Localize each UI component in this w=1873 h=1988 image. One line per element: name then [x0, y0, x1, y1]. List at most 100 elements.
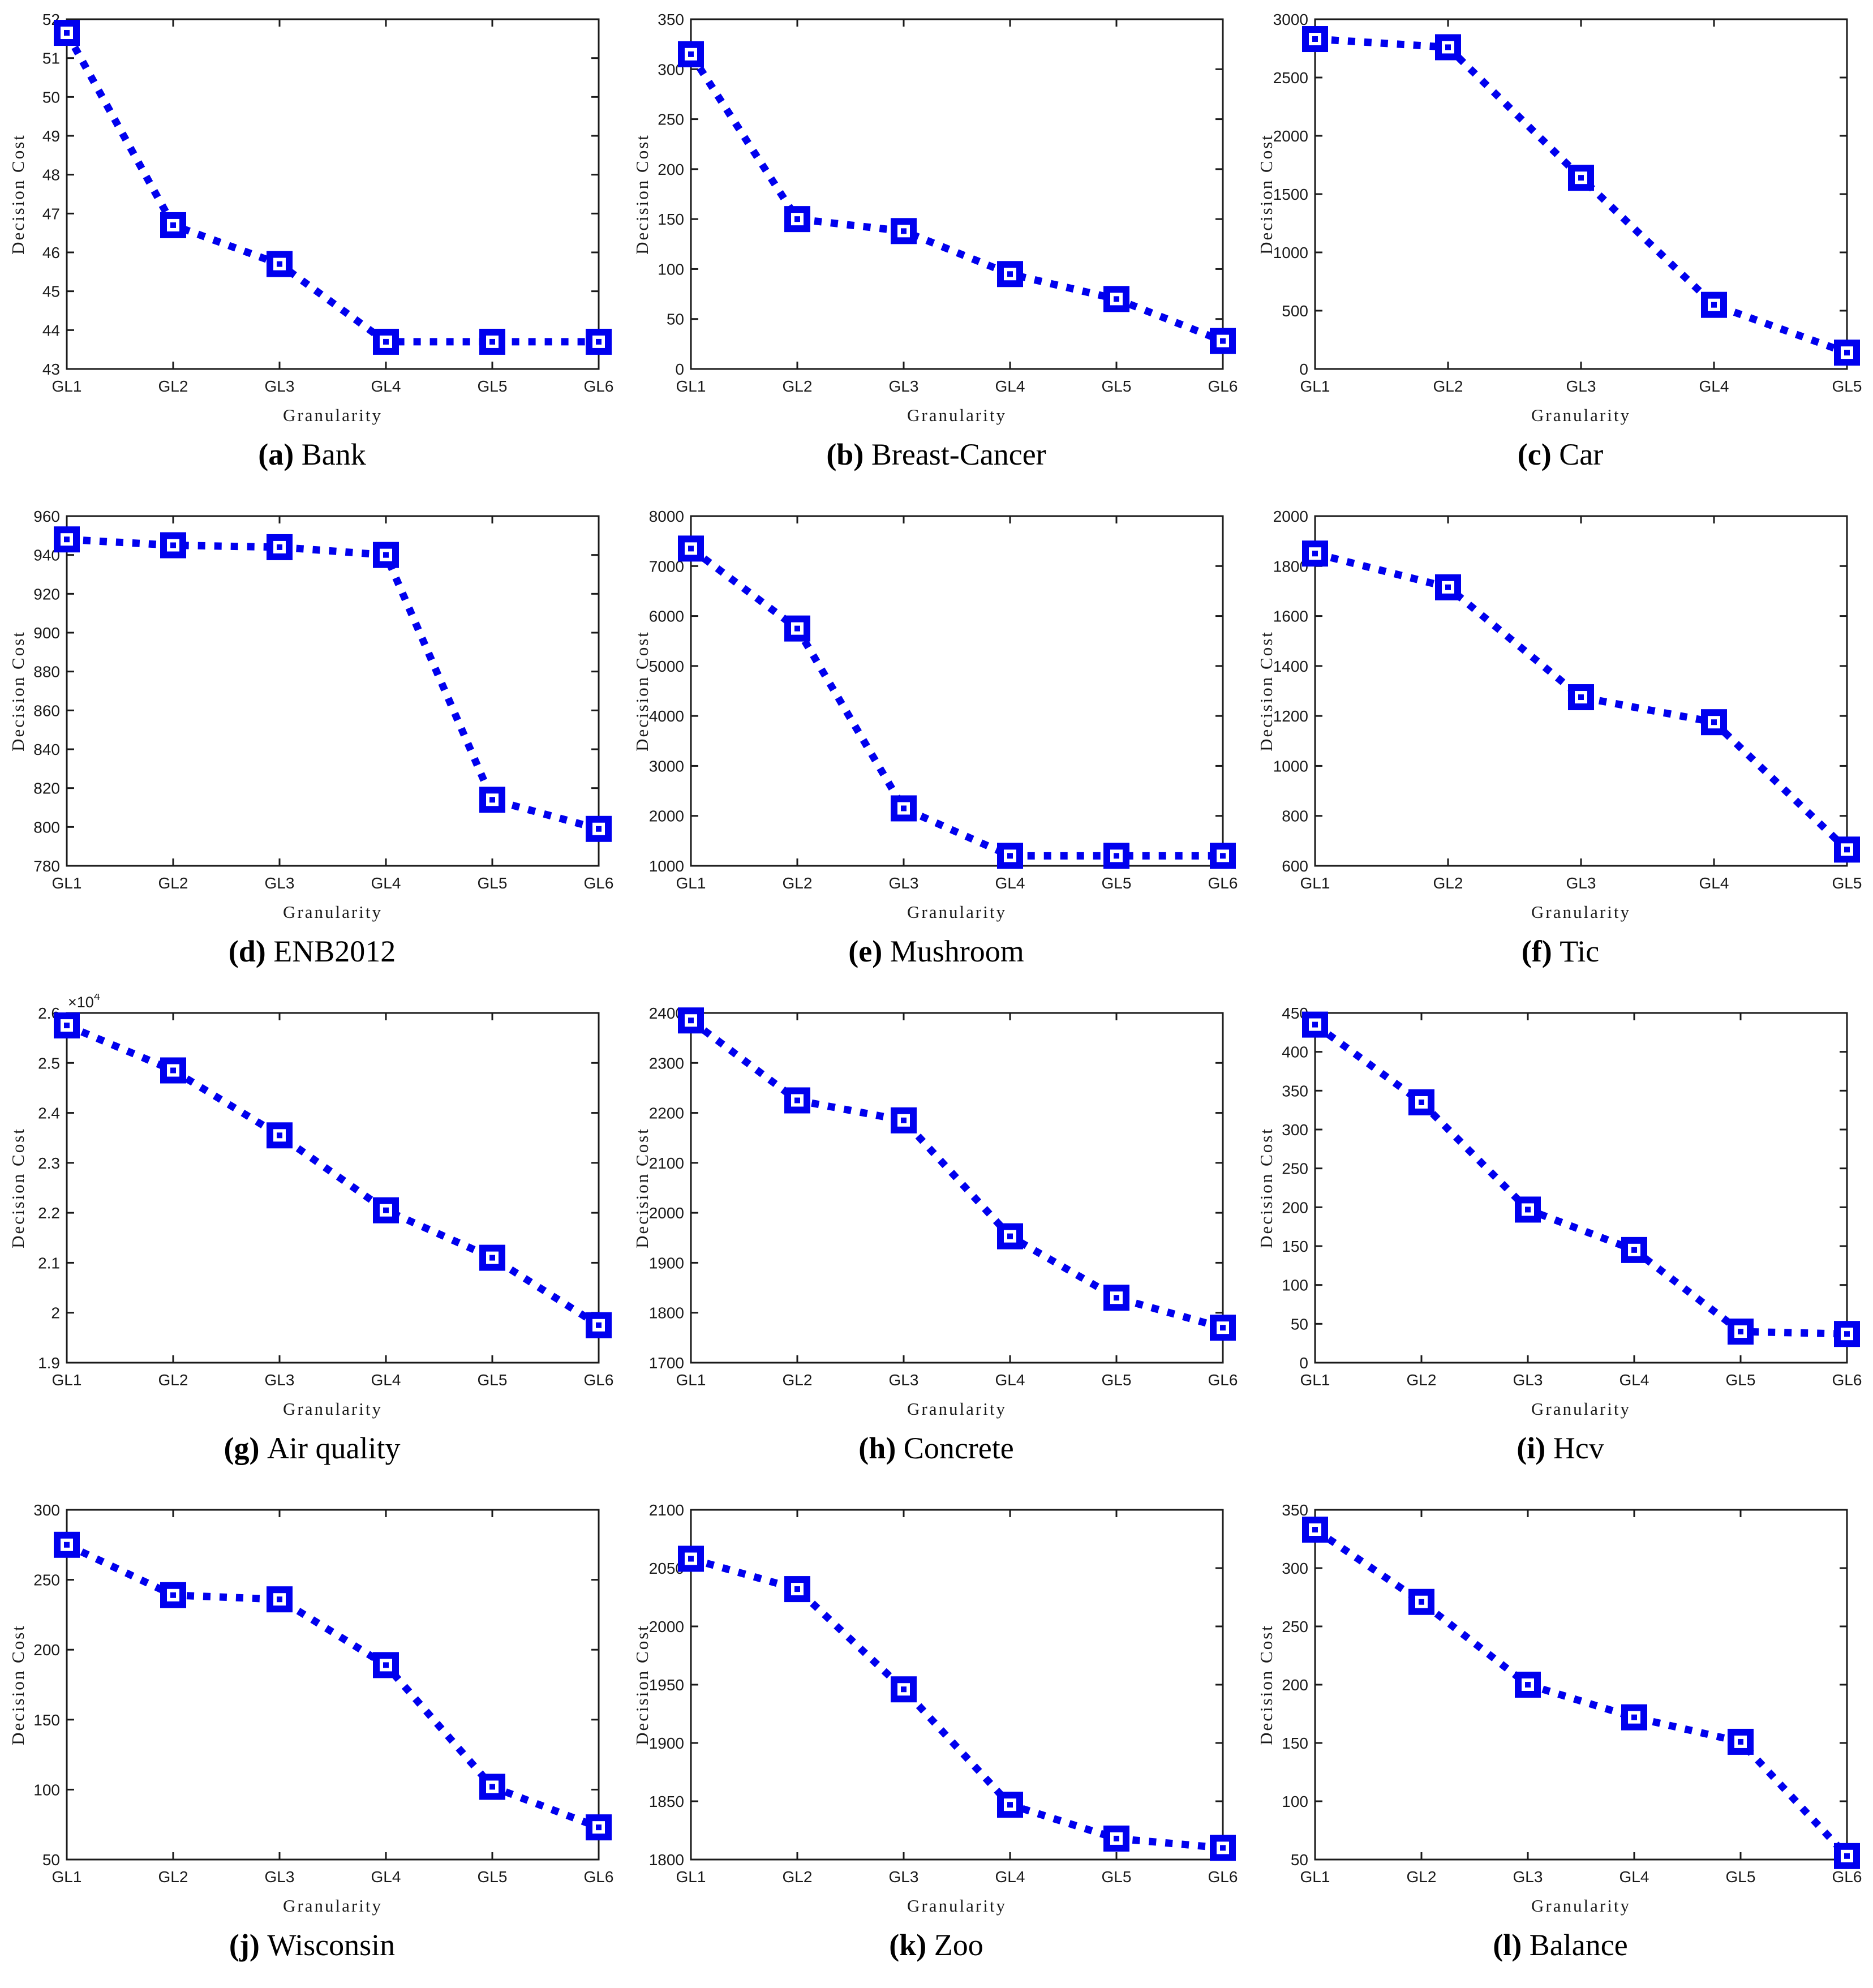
chart-caption: (l) Balance — [1493, 1927, 1627, 1963]
chart-cell-bank: 43 44 45 46 47 48 49 50 51 52 GL1 GL2 GL3 GL4 GL5 GL6 Gr… — [0, 0, 624, 497]
data-point-marker — [1701, 291, 1727, 318]
y-tick-label: 1000 — [1273, 757, 1308, 775]
y-axis-label: Decision Cost — [8, 134, 28, 255]
x-tick-label: GL2 — [783, 377, 813, 395]
data-point-marker — [160, 212, 186, 238]
x-tick-label: GL1 — [1300, 874, 1330, 892]
data-point-marker — [160, 1057, 186, 1084]
y-tick-label: 2100 — [649, 1154, 684, 1172]
data-point-marker — [997, 1792, 1023, 1818]
chart-caption: (a) Bank — [258, 437, 366, 472]
y-tick-label: 100 — [1282, 1277, 1308, 1294]
caption-paren-close: ) — [255, 934, 274, 968]
data-point-marker — [267, 1586, 293, 1613]
data-point-marker — [267, 251, 293, 277]
caption-paren-open: ( — [848, 934, 859, 968]
y-tick-label: 840 — [33, 741, 60, 758]
x-tick-label: GL3 — [265, 1868, 295, 1886]
y-tick-label: 100 — [658, 260, 684, 278]
x-tick-label: GL1 — [52, 377, 82, 395]
data-point-marker — [160, 532, 186, 559]
x-tick-label: GL3 — [265, 1371, 295, 1389]
caption-letter: i — [1527, 1431, 1536, 1465]
caption-name: Bank — [301, 437, 366, 471]
chart-cell-zoo: 1800 1850 1900 1950 2000 2050 2100 GL1 GL2 GL3 GL4… — [624, 1491, 1248, 1987]
data-point-marker — [1302, 26, 1328, 53]
chart-cell-breast-cancer: 0 50 100 150 200 250 300 350 GL1 GL2 GL3 GL4 GL5 GL6 G… — [624, 0, 1248, 497]
caption-name: Wisconsin — [267, 1928, 396, 1962]
x-tick-label: GL5 — [1102, 1371, 1132, 1389]
data-point-marker — [784, 206, 810, 233]
x-tick-label: GL6 — [584, 377, 614, 395]
line-chart: 0 500 1000 1500 2000 2500 3000 GL1 GL2 GL3 GL4 GL5 G… — [1256, 11, 1862, 425]
data-point-marker — [1621, 1704, 1647, 1731]
x-tick-label: GL5 — [478, 1371, 508, 1389]
y-tick-label: 250 — [658, 111, 684, 128]
y-tick-label: 0 — [1299, 360, 1308, 378]
y-axis-label: Decision Cost — [632, 630, 652, 752]
data-point-marker — [1834, 1321, 1860, 1347]
data-point-marker — [586, 1814, 612, 1841]
y-tick-label: 1950 — [649, 1676, 684, 1694]
data-point-marker — [373, 1652, 399, 1678]
axes-frame — [1314, 18, 1848, 370]
y-tick-label: 1200 — [1273, 707, 1308, 725]
data-point-marker — [373, 542, 399, 568]
caption-letter: e — [858, 934, 873, 968]
x-axis-label: Granularity — [283, 1896, 383, 1916]
data-point-marker — [373, 1197, 399, 1223]
data-point-marker — [784, 615, 810, 642]
axes-frame — [690, 1509, 1224, 1861]
y-tick-label: 1000 — [649, 857, 684, 875]
caption-paren-open: ( — [229, 1928, 239, 1962]
data-point-marker — [1568, 165, 1594, 191]
x-axis-label: Granularity — [283, 1399, 383, 1419]
y-axis-label: Decision Cost — [8, 630, 28, 752]
axes-frame — [66, 18, 600, 370]
x-tick-label: GL4 — [371, 1371, 401, 1389]
chart-cell-concrete: 1700 1800 1900 2000 2100 2200 2300 2400 GL1 GL2 GL… — [624, 994, 1248, 1491]
x-tick-label: GL2 — [783, 1868, 813, 1886]
x-tick-label: GL2 — [1407, 1868, 1437, 1886]
x-tick-label: GL5 — [1102, 377, 1132, 395]
x-tick-label: GL4 — [371, 874, 401, 892]
caption-letter: j — [239, 1928, 250, 1962]
y-tick-label: 600 — [1282, 857, 1308, 875]
data-point-marker — [678, 41, 704, 67]
x-tick-label: GL5 — [1102, 1868, 1132, 1886]
y-tick-label: 200 — [1282, 1676, 1308, 1694]
y-tick-label: 49 — [42, 127, 60, 145]
y-tick-label: 2.5 — [38, 1054, 60, 1072]
y-tick-label: 2000 — [1273, 127, 1308, 145]
y-tick-label: 150 — [1282, 1238, 1308, 1255]
x-tick-label: GL4 — [1699, 377, 1729, 395]
caption-name: Hcv — [1553, 1431, 1604, 1465]
data-point-marker — [997, 843, 1023, 869]
data-point-marker — [1103, 843, 1129, 869]
x-tick-label: GL6 — [584, 1371, 614, 1389]
chart-caption: (g) Air quality — [224, 1431, 401, 1466]
x-tick-label: GL4 — [1619, 1868, 1649, 1886]
data-point-marker — [997, 1223, 1023, 1250]
data-series-line — [1313, 1021, 1848, 1338]
y-tick-label: 300 — [1282, 1560, 1308, 1577]
x-tick-label: GL6 — [1208, 1371, 1238, 1389]
x-axis-label: Granularity — [907, 1896, 1007, 1916]
chart-cell-car: 0 500 1000 1500 2000 2500 3000 GL1 GL2 GL3 GL4 GL5 G… — [1248, 0, 1872, 497]
caption-paren-close: ) — [886, 1431, 904, 1465]
y-axis-label: Decision Cost — [8, 1127, 28, 1248]
y-tick-label: 50 — [667, 311, 684, 328]
caption-paren-open: ( — [1521, 934, 1532, 968]
axes-frame — [66, 1012, 600, 1364]
data-point-marker — [1302, 1517, 1328, 1543]
y-tick-label: 2300 — [649, 1054, 684, 1072]
caption-letter: h — [869, 1431, 886, 1465]
data-point-marker — [479, 1774, 505, 1800]
x-tick-label: GL3 — [889, 377, 919, 395]
caption-paren-close: ) — [872, 934, 890, 968]
data-series-line — [690, 1555, 1223, 1852]
